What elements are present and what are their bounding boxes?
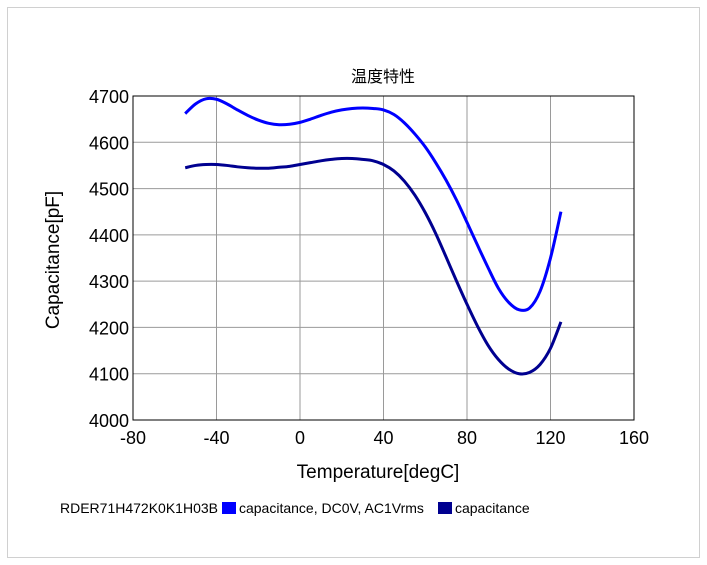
x-tick-label: 40 bbox=[373, 428, 393, 448]
x-tick-label: 160 bbox=[619, 428, 649, 448]
grid bbox=[133, 96, 634, 420]
legend-swatch bbox=[437, 501, 452, 514]
y-tick-label: 4000 bbox=[89, 411, 129, 431]
y-tick-label: 4600 bbox=[89, 133, 129, 153]
y-tick-label: 4500 bbox=[89, 180, 129, 200]
legend-item: capacitance bbox=[437, 499, 530, 516]
legend-label: capacitance, DC0V, AC1Vrms bbox=[238, 499, 424, 516]
x-tick-label: 0 bbox=[295, 428, 305, 448]
x-tick-label: -80 bbox=[120, 428, 146, 448]
x-tick-label: 120 bbox=[535, 428, 565, 448]
series-lines bbox=[184, 96, 563, 376]
series-line-1 bbox=[184, 96, 563, 312]
legend-swatch bbox=[221, 501, 236, 514]
legend-title: RDER71H472K0K1H03B bbox=[60, 500, 218, 516]
x-axis-title: Temperature[degC] bbox=[297, 462, 460, 483]
y-tick-label: 4100 bbox=[89, 365, 129, 385]
plot-area bbox=[132, 95, 635, 421]
legend-item: capacitance, DC0V, AC1Vrms bbox=[221, 499, 424, 516]
chart-title: 温度特性 bbox=[351, 67, 415, 86]
chart-frame bbox=[7, 7, 700, 558]
y-tick-label: 4200 bbox=[89, 318, 129, 338]
legend: RDER71H472K0K1H03B capacitance, DC0V, AC… bbox=[60, 497, 668, 519]
y-tick-label: 4700 bbox=[89, 87, 129, 107]
y-tick-label: 4400 bbox=[89, 226, 129, 246]
tick-labels: -80 -40 0 40 80 120 160 4000 4100 4200 4300 4400 450… bbox=[89, 87, 649, 448]
series-line-2 bbox=[184, 156, 563, 376]
legend-items: capacitance, DC0V, AC1Vrms capacitance bbox=[218, 500, 540, 517]
x-tick-label: -40 bbox=[203, 428, 229, 448]
legend-label: capacitance bbox=[454, 499, 530, 516]
x-tick-label: 80 bbox=[457, 428, 477, 448]
y-axis-title: Capacitance[pF] bbox=[43, 191, 64, 329]
y-tick-label: 4300 bbox=[89, 272, 129, 292]
